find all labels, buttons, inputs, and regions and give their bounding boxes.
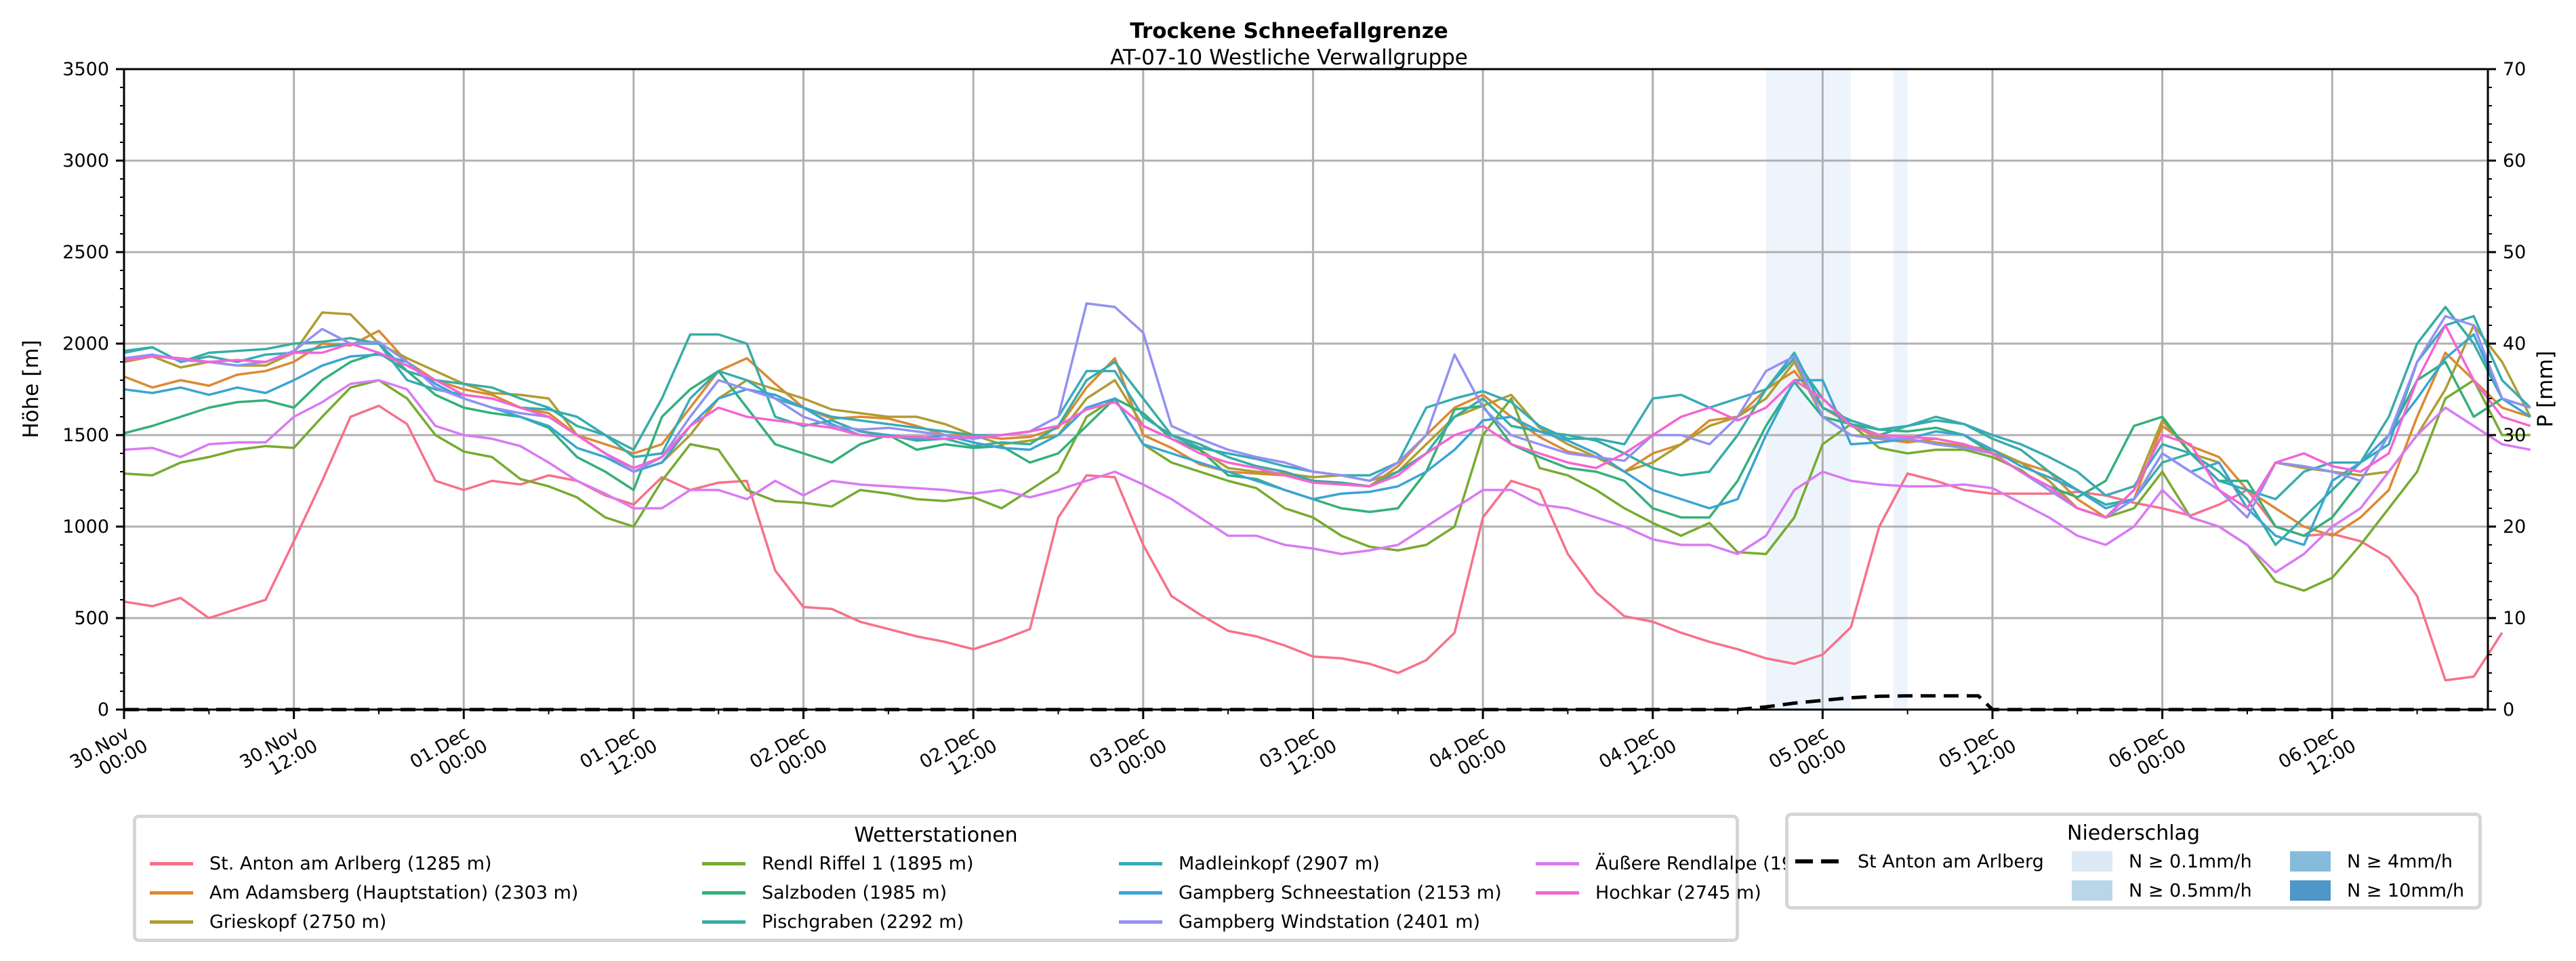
axes: 0 500 1000 1500 2000 2500 3000 3500 0 10 20 30 40 50 6… bbox=[62, 59, 2526, 780]
legend-item-precip-class: N ≥ 10mm/h bbox=[2290, 879, 2464, 902]
legend-item-label: St Anton am Arlberg bbox=[1858, 851, 2044, 872]
legend-precip-title: Niederschlag bbox=[2067, 821, 2200, 845]
legend-item-station: Pischgraben (2292 m) bbox=[702, 910, 964, 933]
legend-item-station: Madleinkopf (2907 m) bbox=[1119, 852, 1380, 875]
legend-item-station: Am Adamsberg (Hauptstation) (2303 m) bbox=[150, 881, 578, 904]
precip-line-layer bbox=[124, 694, 2488, 712]
series-line bbox=[123, 379, 2531, 574]
legend-item-label: N ≥ 4mm/h bbox=[2347, 851, 2453, 872]
legend-item-label: St. Anton am Arlberg (1285 m) bbox=[209, 853, 492, 874]
color-patch-icon bbox=[2072, 880, 2112, 901]
series-line bbox=[123, 333, 2531, 546]
series-lines bbox=[123, 302, 2532, 682]
y-tick-label: 1000 bbox=[62, 516, 109, 537]
legend-item-station: Salzboden (1985 m) bbox=[702, 881, 947, 904]
y-axis-label-right: P [mm] bbox=[2533, 350, 2558, 427]
y-tick-label: 2500 bbox=[62, 242, 109, 263]
line-swatch-icon bbox=[1119, 861, 1162, 865]
legend-item-label: Gampberg Windstation (2401 m) bbox=[1179, 911, 1481, 933]
y-right-tick-label: 20 bbox=[2503, 516, 2526, 537]
line-swatch-icon bbox=[1536, 861, 1579, 865]
legend-item-station: Hochkar (2745 m) bbox=[1536, 881, 1761, 904]
legend-item-station: Grieskopf (2750 m) bbox=[150, 910, 386, 933]
legend-item-label: Rendl Riffel 1 (1895 m) bbox=[762, 853, 974, 874]
legend-item-label: N ≥ 0.5mm/h bbox=[2129, 880, 2252, 901]
legend-item-precip-line: St Anton am Arlberg bbox=[1795, 850, 2044, 873]
series-line bbox=[123, 324, 2531, 519]
legend-item-label: Am Adamsberg (Hauptstation) (2303 m) bbox=[209, 882, 579, 903]
legend-precip: Niederschlag St Anton am Arlberg N ≥ 0.1… bbox=[1785, 813, 2482, 909]
line-swatch-icon bbox=[702, 920, 745, 924]
y-axis-label: Höhe [m] bbox=[19, 340, 43, 438]
y-right-tick-label: 70 bbox=[2503, 59, 2526, 80]
legend-item-label: Gampberg Schneestation (2153 m) bbox=[1179, 882, 1502, 903]
y-right-tick-label: 50 bbox=[2503, 242, 2526, 263]
y-right-tick-label: 10 bbox=[2503, 608, 2526, 629]
legend-item-station: Gampberg Windstation (2401 m) bbox=[1119, 910, 1480, 933]
y-tick-label: 0 bbox=[98, 699, 109, 720]
y-tick-label: 3500 bbox=[62, 59, 109, 80]
legend-item-label: Grieskopf (2750 m) bbox=[209, 911, 387, 933]
dashed-line-swatch-icon bbox=[1795, 859, 1839, 863]
y-tick-label: 500 bbox=[74, 608, 109, 629]
legend-item-station: Gampberg Schneestation (2153 m) bbox=[1119, 881, 1502, 904]
legend-item-label: Madleinkopf (2907 m) bbox=[1179, 853, 1380, 874]
precip-bands bbox=[1765, 69, 1908, 710]
chart-title: Trockene Schneefallgrenze bbox=[1130, 19, 1448, 43]
plot-frame bbox=[123, 68, 2489, 711]
line-swatch-icon bbox=[702, 861, 745, 865]
y-right-tick-label: 30 bbox=[2503, 425, 2526, 446]
y-tick-label: 1500 bbox=[62, 425, 109, 446]
line-swatch-icon bbox=[1536, 891, 1579, 895]
legend-item-label: N ≥ 10mm/h bbox=[2347, 880, 2465, 901]
legend-item-station: St. Anton am Arlberg (1285 m) bbox=[150, 852, 492, 875]
color-patch-icon bbox=[2072, 851, 2112, 872]
y-right-tick-label: 0 bbox=[2503, 699, 2514, 720]
series-line bbox=[123, 379, 2531, 592]
line-swatch-icon bbox=[150, 891, 193, 895]
legend-item-label: Hochkar (2745 m) bbox=[1595, 882, 1761, 903]
legend-item-label: Salzboden (1985 m) bbox=[762, 882, 947, 903]
series-line bbox=[123, 351, 2531, 537]
legend-item-label: N ≥ 0.1mm/h bbox=[2129, 851, 2252, 872]
legend-stations-title: Wetterstationen bbox=[854, 823, 1018, 847]
series-line bbox=[123, 302, 2531, 519]
y-right-tick-label: 60 bbox=[2503, 150, 2526, 171]
line-swatch-icon bbox=[150, 920, 193, 924]
legend-stations: Wetterstationen St. Anton am Arlberg (12… bbox=[133, 815, 1847, 942]
precip-line bbox=[124, 694, 2488, 712]
color-patch-icon bbox=[2290, 851, 2331, 872]
line-swatch-icon bbox=[1119, 891, 1162, 895]
color-patch-icon bbox=[2290, 880, 2331, 901]
legend-item-precip-class: N ≥ 0.1mm/h bbox=[2072, 850, 2252, 873]
series-line bbox=[123, 329, 2531, 537]
line-swatch-icon bbox=[702, 891, 745, 895]
y-tick-label: 2000 bbox=[62, 333, 109, 354]
legend-item-precip-class: N ≥ 0.5mm/h bbox=[2072, 879, 2252, 902]
legend-item-label: Pischgraben (2292 m) bbox=[762, 911, 964, 933]
y-right-tick-label: 40 bbox=[2503, 333, 2526, 354]
chart-subtitle: AT-07-10 Westliche Verwallgruppe bbox=[1110, 45, 1468, 70]
line-swatch-icon bbox=[150, 861, 193, 865]
legend-item-precip-class: N ≥ 4mm/h bbox=[2290, 850, 2453, 873]
legend-item-station: Rendl Riffel 1 (1895 m) bbox=[702, 852, 973, 875]
precip-band bbox=[1893, 69, 1908, 710]
line-swatch-icon bbox=[1119, 920, 1162, 924]
y-tick-label: 3000 bbox=[62, 150, 109, 171]
